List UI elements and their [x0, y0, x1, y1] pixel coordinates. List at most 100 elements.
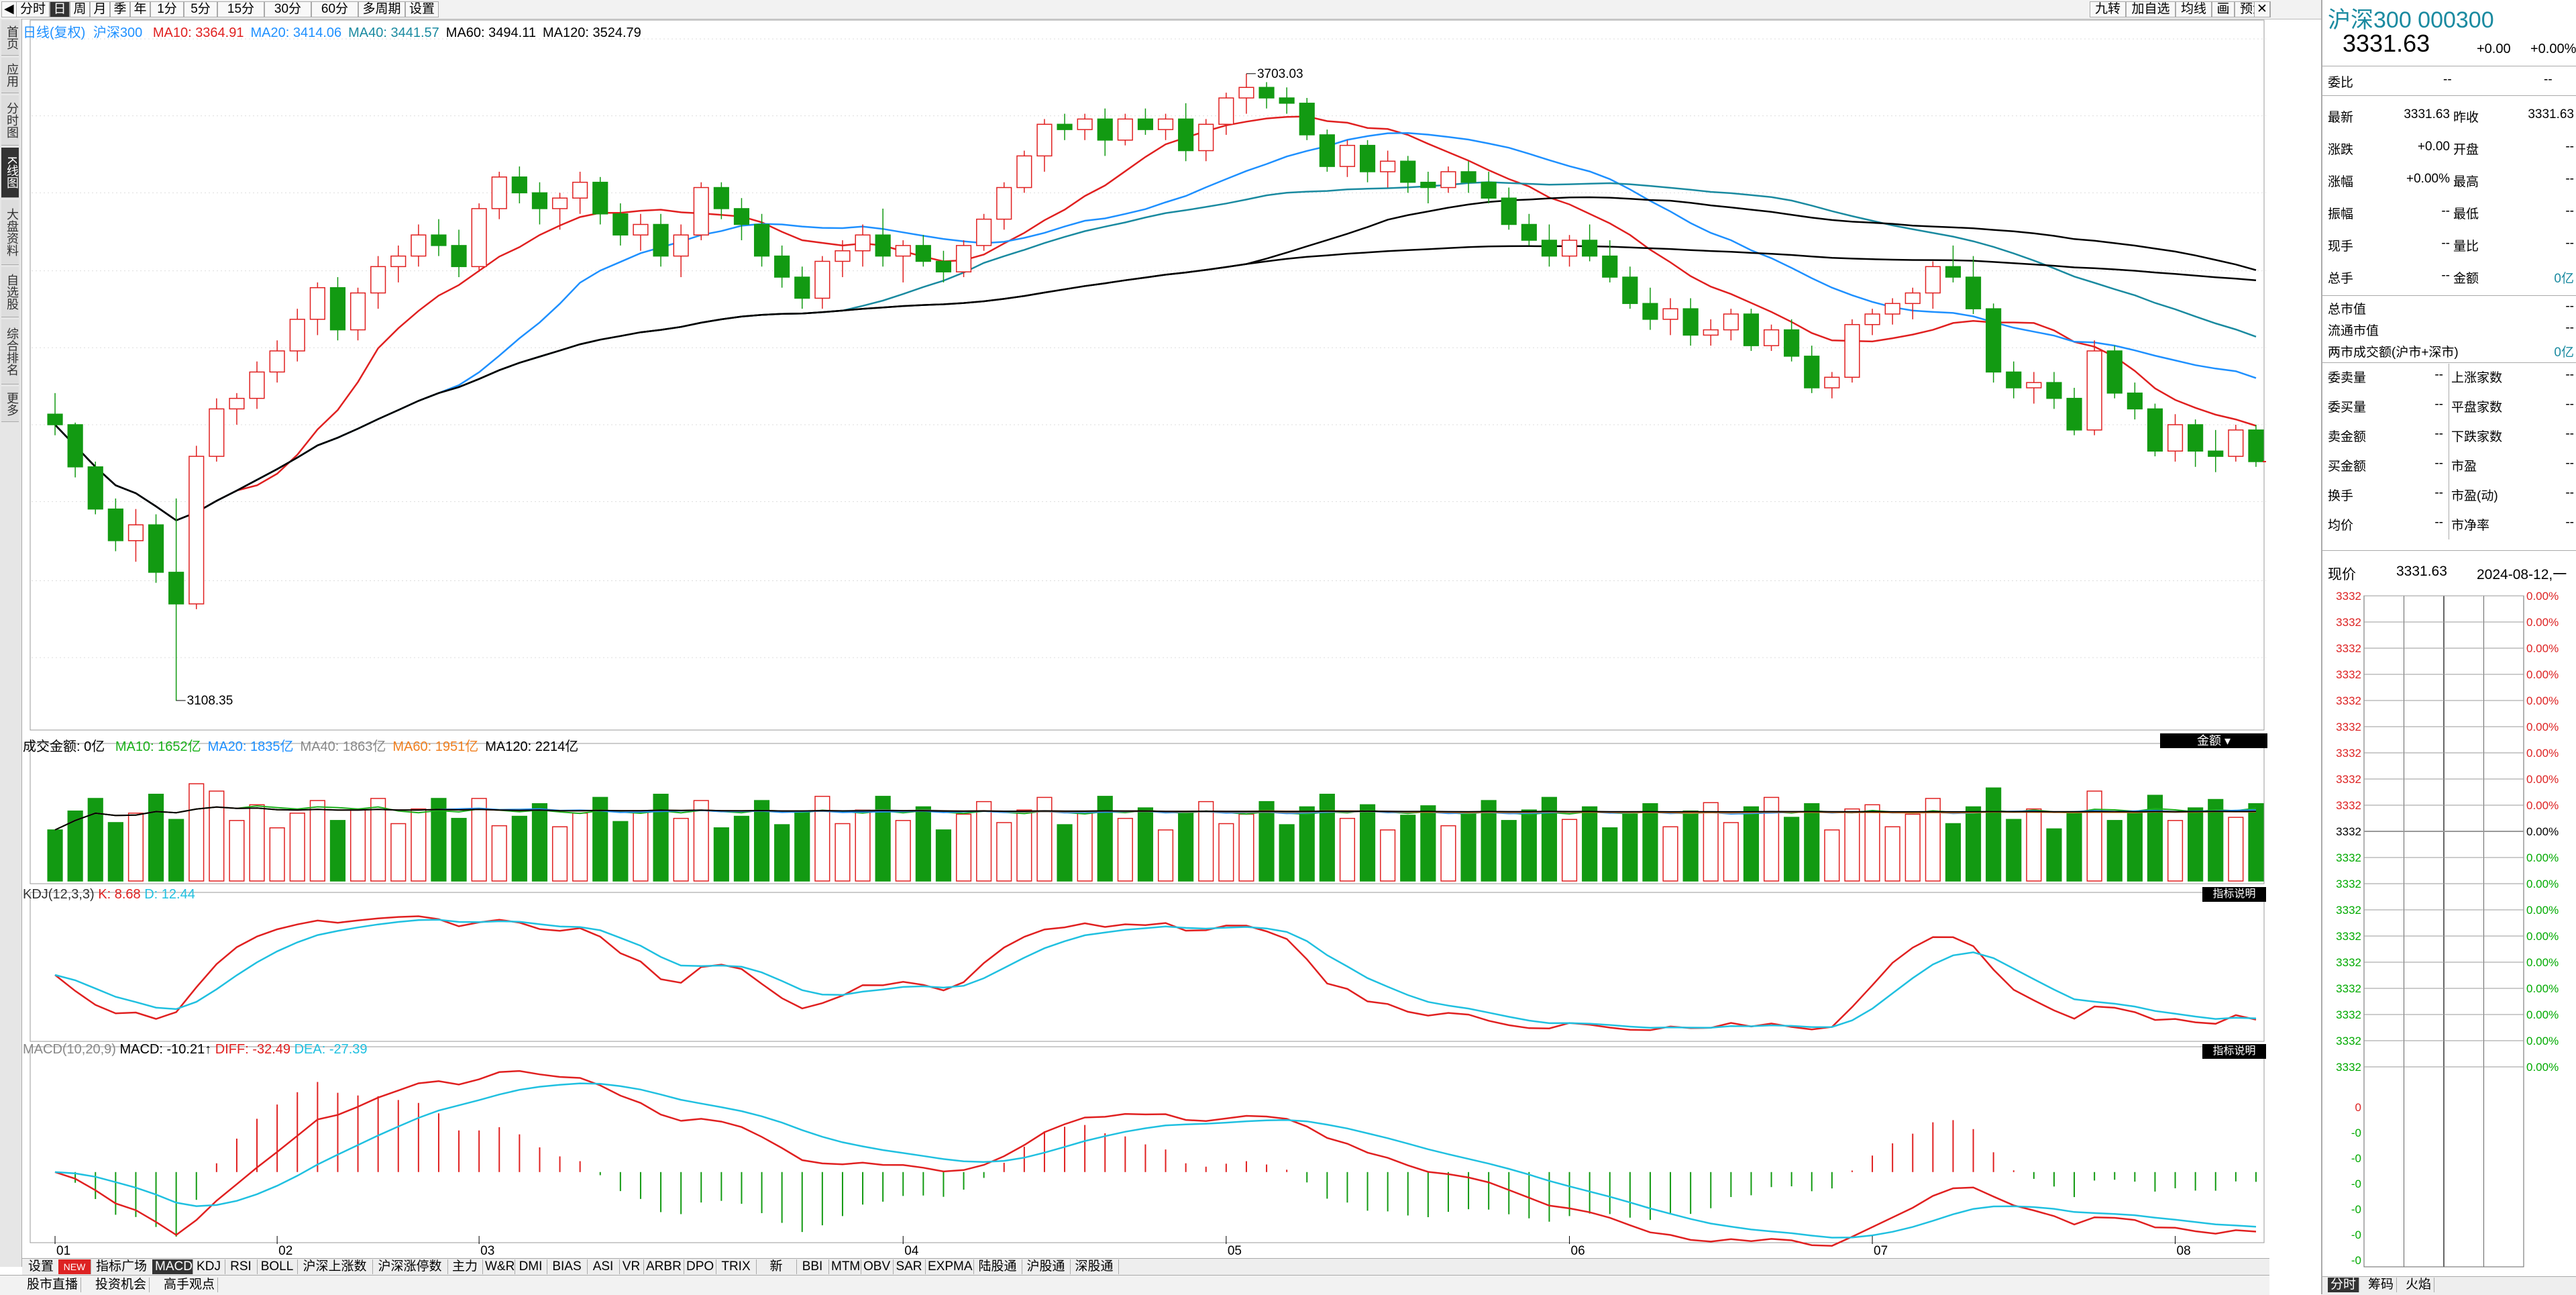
left-rail-item-1[interactable]: 应用: [1, 58, 19, 93]
candle-body[interactable]: [370, 266, 386, 294]
indicator-tab-4[interactable]: KDJ: [193, 1259, 225, 1274]
toolbar-right-1[interactable]: 加自选: [2126, 1, 2176, 17]
indicator-tab-17[interactable]: TRIX: [716, 1259, 757, 1274]
candle-body[interactable]: [855, 234, 871, 252]
candle-body[interactable]: [1561, 240, 1578, 257]
bottom-link-2[interactable]: 高手观点: [161, 1278, 219, 1292]
candle-body[interactable]: [733, 208, 750, 225]
macd-help-button[interactable]: 指标说明: [2202, 1044, 2266, 1059]
candle-body[interactable]: [1622, 276, 1638, 305]
candle-body[interactable]: [390, 255, 407, 268]
candle-body[interactable]: [2127, 393, 2143, 410]
candle-body[interactable]: [2006, 371, 2022, 389]
indicator-tab-6[interactable]: BOLL: [257, 1259, 298, 1274]
indicator-tab-24[interactable]: 陆股通: [973, 1259, 1022, 1274]
close-icon[interactable]: ✕: [2254, 1, 2270, 17]
indicator-tab-19[interactable]: BBI: [796, 1259, 829, 1274]
period-tab-12[interactable]: 设置: [405, 1, 439, 17]
indicator-tab-15[interactable]: ARBR: [643, 1259, 684, 1274]
candle-body[interactable]: [148, 524, 164, 573]
indicator-tab-21[interactable]: OBV: [861, 1259, 894, 1274]
kline-chart[interactable]: 3149322232973370344335163590366337363703…: [22, 19, 2269, 1258]
period-tab-6[interactable]: 1分: [150, 1, 184, 17]
candle-body[interactable]: [1763, 329, 1780, 346]
candle-body[interactable]: [1884, 303, 1900, 315]
period-tab-2[interactable]: 周: [70, 1, 90, 17]
left-rail-item-6[interactable]: 综合排名: [1, 319, 19, 384]
candle-body[interactable]: [1157, 118, 1174, 130]
candle-body[interactable]: [229, 397, 245, 410]
indicator-tab-9[interactable]: 主力: [447, 1259, 483, 1274]
candle-body[interactable]: [753, 223, 770, 257]
candle-body[interactable]: [491, 176, 507, 209]
candle-body[interactable]: [1925, 266, 1941, 294]
candle-body[interactable]: [1117, 118, 1133, 141]
toolbar-right-3[interactable]: 画: [2212, 1, 2235, 17]
candle-body[interactable]: [1218, 97, 1234, 125]
candle-body[interactable]: [2026, 382, 2042, 389]
candle-body[interactable]: [814, 260, 830, 299]
candle-body[interactable]: [835, 250, 851, 262]
candle-body[interactable]: [2066, 397, 2082, 431]
candle-body[interactable]: [1036, 123, 1053, 157]
period-tab-0[interactable]: 分时: [16, 1, 50, 17]
candle-body[interactable]: [976, 218, 992, 246]
candle-body[interactable]: [713, 187, 729, 209]
candle-body[interactable]: [127, 524, 144, 541]
candle-body[interactable]: [875, 234, 891, 257]
candle-body[interactable]: [1238, 87, 1254, 99]
indicator-tab-10[interactable]: W&R: [482, 1259, 515, 1274]
candle-body[interactable]: [1198, 123, 1214, 152]
candle-body[interactable]: [1339, 144, 1356, 167]
indicator-tab-16[interactable]: DPO: [684, 1259, 716, 1274]
candle-body[interactable]: [87, 466, 103, 510]
candle-body[interactable]: [1864, 313, 1880, 325]
candle-body[interactable]: [955, 245, 972, 272]
candle-body[interactable]: [1642, 303, 1658, 320]
candle-body[interactable]: [1501, 197, 1517, 225]
candle-body[interactable]: [350, 292, 366, 331]
period-tab-7[interactable]: 5分: [184, 1, 217, 17]
candle-body[interactable]: [895, 245, 911, 257]
candle-body[interactable]: [2147, 408, 2163, 452]
left-rail-item-7[interactable]: 更多: [1, 386, 19, 422]
left-rail-item-4[interactable]: 大盘资料: [1, 200, 19, 265]
candle-body[interactable]: [2188, 424, 2204, 452]
candle-body[interactable]: [1743, 313, 1760, 346]
candle-body[interactable]: [1662, 308, 1678, 320]
candle-body[interactable]: [1400, 160, 1416, 183]
candle-body[interactable]: [1319, 134, 1335, 167]
right-tab-1[interactable]: 筹码: [2365, 1278, 2398, 1292]
candle-body[interactable]: [289, 319, 305, 352]
candle-body[interactable]: [2106, 350, 2123, 394]
candle-body[interactable]: [2167, 424, 2184, 452]
candle-body[interactable]: [653, 223, 669, 257]
candle-body[interactable]: [1541, 240, 1558, 257]
candle-body[interactable]: [511, 176, 527, 194]
candle-body[interactable]: [551, 197, 568, 209]
candle-body[interactable]: [531, 192, 548, 209]
candle-body[interactable]: [1097, 118, 1113, 141]
candle-body[interactable]: [1440, 171, 1456, 189]
candle-body[interactable]: [1824, 376, 1840, 389]
indicator-tab-8[interactable]: 沪深涨停数: [372, 1259, 448, 1274]
candle-body[interactable]: [1016, 155, 1032, 189]
candle-body[interactable]: [794, 276, 810, 299]
left-rail-item-0[interactable]: 首页: [1, 20, 19, 56]
candle-body[interactable]: [693, 187, 709, 236]
candle-body[interactable]: [1965, 276, 1982, 309]
indicator-tab-7[interactable]: 沪深上涨数: [297, 1259, 373, 1274]
indicator-tab-22[interactable]: SAR: [893, 1259, 926, 1274]
candle-body[interactable]: [2248, 429, 2264, 462]
candle-body[interactable]: [47, 413, 63, 425]
candle-body[interactable]: [673, 234, 689, 257]
candle-body[interactable]: [411, 234, 427, 257]
bottom-link-0[interactable]: 股市直播: [24, 1278, 82, 1292]
period-tab-3[interactable]: 月: [90, 1, 110, 17]
indicator-tab-12[interactable]: BIAS: [547, 1259, 588, 1274]
period-tab-10[interactable]: 60分: [311, 1, 358, 17]
period-tab-9[interactable]: 30分: [264, 1, 311, 17]
candle-body[interactable]: [1420, 181, 1436, 189]
toolbar-right-0[interactable]: 九转: [2090, 1, 2126, 17]
right-tab-2[interactable]: 火焰: [2403, 1278, 2435, 1292]
